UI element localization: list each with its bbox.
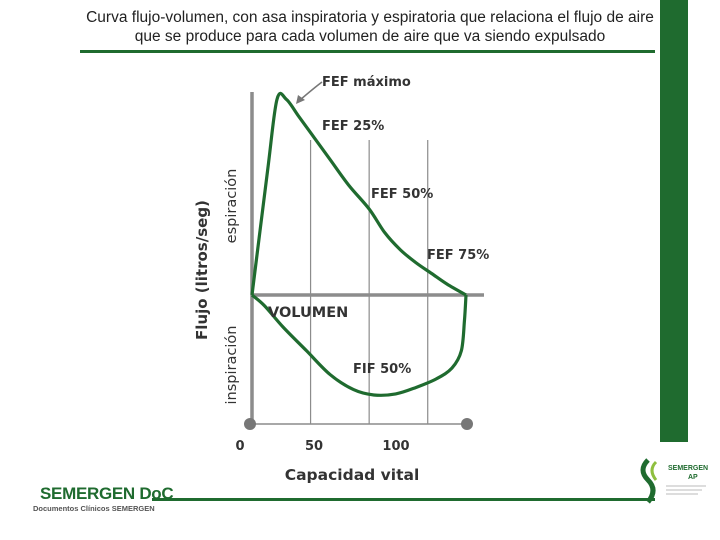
endpoint-marker-0 xyxy=(244,418,256,430)
semergen-logo-icon xyxy=(640,458,706,504)
fef-max-arrow-line xyxy=(299,81,323,101)
y-axis-title: Flujo (litros/seg) xyxy=(193,200,211,340)
x-tick-label-1: 50 xyxy=(305,439,323,454)
annotation-0: FEF máximo xyxy=(322,75,411,90)
side-bar xyxy=(660,0,688,442)
endpoint-marker-1 xyxy=(461,418,473,430)
fef-max-arrow-head xyxy=(296,95,305,104)
slide-title: Curva flujo-volumen, con asa inspiratori… xyxy=(86,9,654,45)
x-axis-title: Capacidad vital xyxy=(285,466,420,484)
brand-name: SEMERGEN DoC xyxy=(40,484,174,503)
chart-marks xyxy=(244,81,473,430)
logo-name: SEMERGEN xyxy=(668,465,709,472)
annotation-1: FEF 25% xyxy=(322,119,384,134)
title-rule xyxy=(80,50,655,53)
logo-sub: AP xyxy=(688,474,698,481)
y-label-espiracion: espiración xyxy=(224,169,240,244)
x-tick-label-2: 100 xyxy=(382,439,409,454)
annotation-4: FIF 50% xyxy=(353,362,411,377)
inspiration-curve xyxy=(250,293,468,397)
annotation-2: FEF 50% xyxy=(371,187,433,202)
brand-subtitle: Documentos Clínicos SEMERGEN xyxy=(33,504,155,513)
footer-rule xyxy=(152,498,655,501)
chart-labels: FEF máximo FEF 25% FEF 50% FEF 75% FIF 50% VO… xyxy=(193,75,489,484)
volume-axis-label: VOLUMEN xyxy=(268,305,348,321)
annotation-3: FEF 75% xyxy=(427,248,489,263)
x-tick-label-0: 0 xyxy=(235,439,244,454)
y-label-inspiracion: inspiración xyxy=(224,326,240,405)
expiration-curve xyxy=(250,91,467,297)
chart-axes xyxy=(250,92,484,425)
chart-gridlines xyxy=(309,140,429,424)
chart-curves xyxy=(250,91,468,397)
